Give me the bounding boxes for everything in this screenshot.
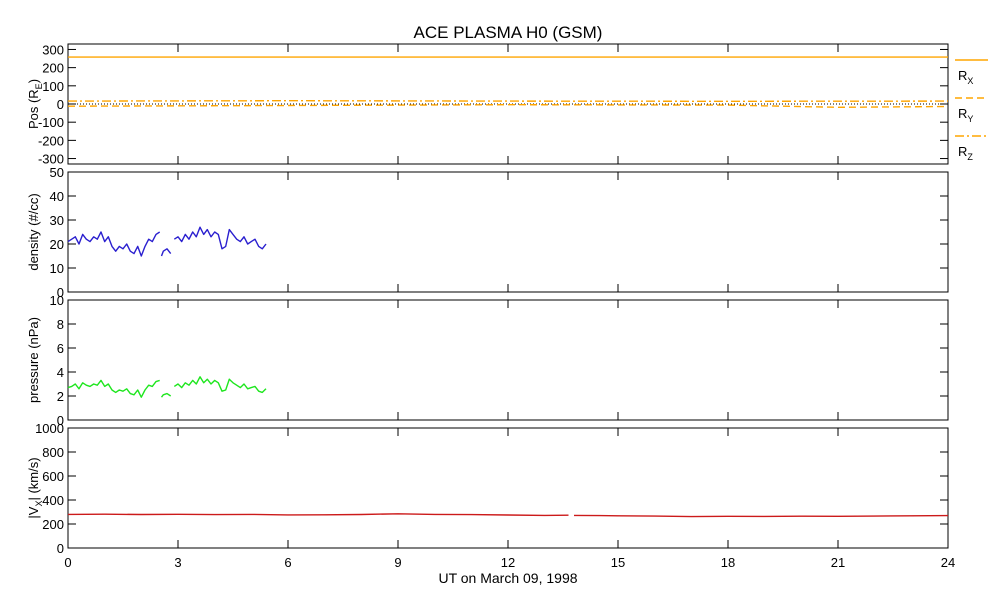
y-tick-label: 0 [57,97,64,112]
y-axis-label: |VX| (km/s) [26,457,44,518]
x-tick-label: 21 [831,555,845,570]
legend-label-sub: X [967,76,973,86]
x-tick-label: 0 [64,555,71,570]
x-tick-label: 12 [501,555,515,570]
y-tick-label: 20 [50,237,64,252]
panel-frame [68,428,948,548]
y-tick-label: 4 [57,365,64,380]
legend-label-main: R [958,106,967,121]
legend-label: RZ [958,144,973,162]
series-line-pos-1 [68,105,948,108]
y-tick-label: 6 [57,341,64,356]
y-axis-label-end: | (km/s) [26,457,41,500]
panel-frame [68,172,948,292]
y-tick-label: 40 [50,189,64,204]
y-tick-label: 0 [57,541,64,556]
x-tick-label: 18 [721,555,735,570]
y-tick-label: 10 [50,261,64,276]
y-tick-label: 30 [50,213,64,228]
series-line-pressure-0 [174,377,266,393]
y-axis-label-main: Pos (R [26,89,41,129]
series-line-density-0 [68,232,160,256]
legend-label-main: R [958,68,967,83]
y-tick-label: 1000 [35,421,64,436]
series-line-vx-0 [68,514,569,516]
y-tick-label: -200 [38,133,64,148]
x-tick-labels: 0 3 6 9 12 15 18 21 24 [64,555,955,570]
x-tick-label: 6 [284,555,291,570]
y-tick-label: -100 [38,115,64,130]
legend-label-main: R [958,144,967,159]
series-line-vx-0 [574,515,948,516]
y-axis-label-main: |V [26,506,41,518]
y-tick-label: 600 [42,469,64,484]
y-axis-label: density (#/cc) [26,193,41,270]
chart-title: ACE PLASMA H0 (GSM) [414,23,603,42]
series-line-pos-2 [68,101,948,102]
y-tick-label: 800 [42,445,64,460]
panel-frame [68,300,948,420]
y-axis-label-end: ) [26,79,41,83]
x-tick-label: 24 [941,555,955,570]
series-line-density-0 [174,227,266,249]
legend-label: RX [958,68,973,86]
panel-velocity-x: 0 200 400 600 800 1000 |VX| (km/s) [26,421,948,556]
series-line-pressure-0 [68,380,160,397]
legend-label-sub: Y [967,114,973,124]
y-tick-label: 50 [50,165,64,180]
y-tick-label: 2 [57,389,64,404]
y-tick-label: 8 [57,317,64,332]
x-tick-label: 9 [394,555,401,570]
y-tick-label: 300 [42,42,64,57]
legend-label: RY [958,106,973,124]
x-tick-label: 3 [174,555,181,570]
series-line-pressure-0 [162,394,171,398]
y-tick-label: 200 [42,517,64,532]
y-tick-label: 200 [42,61,64,76]
y-axis-label: pressure (nPa) [26,317,41,403]
y-tick-label: 100 [42,79,64,94]
y-tick-label: 400 [42,493,64,508]
x-tick-label: 15 [611,555,625,570]
x-axis-label: UT on March 09, 1998 [438,570,577,586]
y-tick-label: 10 [50,293,64,308]
legend-label-sub: Z [967,152,973,162]
series-line-density-0 [162,249,171,256]
